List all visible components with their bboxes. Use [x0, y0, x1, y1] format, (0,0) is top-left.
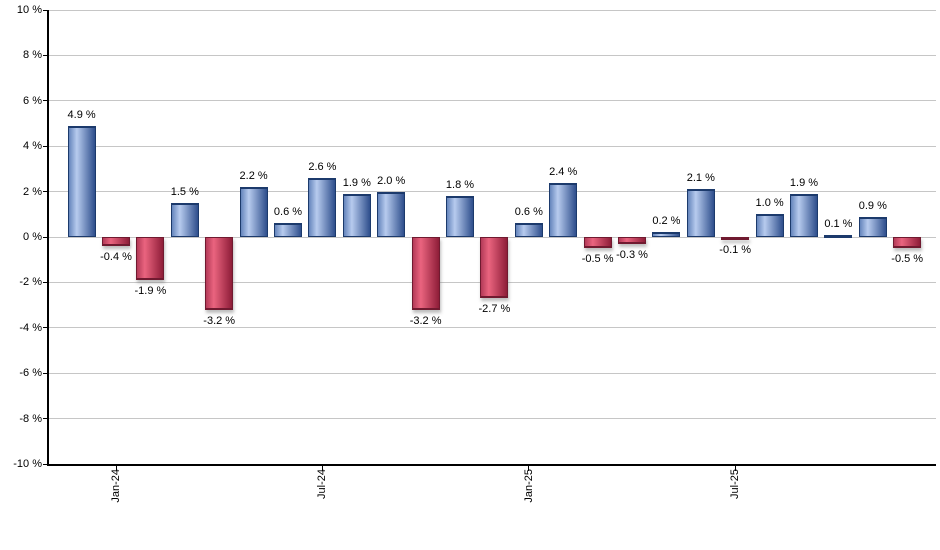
- bar-value-label: -0.4 %: [100, 251, 132, 264]
- bar: [721, 237, 750, 240]
- y-axis-tick-label: 6 %: [23, 94, 42, 107]
- gridline: [48, 100, 936, 102]
- y-axis-tick: [43, 54, 48, 56]
- bar-value-label: 2.1 %: [686, 172, 715, 185]
- bar-value-label: -0.5 %: [581, 253, 614, 266]
- y-axis-tick-label: 0 %: [23, 231, 42, 243]
- bar-value-label: -0.3 %: [616, 248, 648, 261]
- y-axis-tick: [43, 372, 48, 374]
- bar-value-label: 1.9 %: [342, 176, 371, 189]
- y-axis-tick-label: -8 %: [19, 412, 42, 425]
- bar: [274, 223, 302, 237]
- bar-value-label: -3.2 %: [203, 314, 236, 327]
- bar: [67, 125, 96, 237]
- gridline: [48, 9, 936, 11]
- bar-value-label: 1.5 %: [170, 185, 199, 198]
- y-axis-tick-label: 2 %: [23, 185, 42, 198]
- bar-value-label: 2.6 %: [308, 160, 337, 173]
- bar: [446, 196, 474, 237]
- gridline: [48, 372, 936, 374]
- y-axis-tick-label: 10 %: [16, 4, 42, 16]
- bar-value-label: 2.2 %: [239, 170, 268, 183]
- bar: [514, 223, 543, 237]
- gridline: [48, 191, 936, 193]
- bar: [170, 202, 199, 237]
- y-axis-tick: [43, 9, 48, 11]
- bar-value-label: 0.6 %: [273, 206, 303, 219]
- bar-value-label: 0.1 %: [824, 217, 853, 230]
- bar: [205, 237, 234, 310]
- bar-value-label: -2.7 %: [478, 303, 511, 316]
- bar-value-label: 2.4 %: [549, 165, 578, 178]
- bar: [549, 182, 578, 237]
- bar: [686, 189, 715, 237]
- y-axis-tick-label: -6 %: [19, 367, 42, 380]
- bar: [618, 237, 646, 244]
- bar: [411, 237, 440, 310]
- bar-value-label: 2.0 %: [377, 174, 406, 187]
- y-axis-tick-label: -2 %: [19, 276, 42, 289]
- bar-value-label: 4.9 %: [67, 108, 96, 121]
- bar: [858, 216, 887, 237]
- bar-value-label: 0.6 %: [514, 206, 543, 219]
- bar: [102, 237, 130, 247]
- x-axis-tick: [321, 466, 323, 471]
- bar: [136, 237, 165, 281]
- bar: [480, 237, 509, 299]
- y-axis-tick-label: -10 %: [13, 458, 42, 470]
- y-axis-tick-label: 4 %: [23, 140, 42, 153]
- bar: [239, 187, 268, 237]
- y-axis-tick: [43, 100, 48, 102]
- y-axis-tick: [43, 281, 48, 283]
- y-axis-tick: [43, 463, 48, 465]
- gridline: [48, 145, 936, 147]
- y-axis-tick-label: -4 %: [19, 321, 42, 334]
- x-axis-tick-label: Jan-25: [522, 469, 535, 503]
- x-axis-tick-label: Jan-24: [110, 469, 122, 503]
- x-axis-line: [47, 464, 936, 466]
- bar: [893, 237, 922, 249]
- x-axis-tick: [734, 466, 736, 471]
- bar-value-label: -0.5 %: [891, 253, 924, 266]
- x-axis-tick-label: Jul-24: [316, 469, 329, 499]
- bar: [790, 193, 818, 237]
- bar-value-label: -3.2 %: [409, 314, 442, 327]
- gridline: [48, 418, 936, 420]
- bar: [824, 234, 853, 238]
- x-axis-tick: [115, 466, 117, 471]
- bar-value-label: 1.9 %: [789, 176, 819, 189]
- y-axis-tick: [43, 191, 48, 193]
- bar: [308, 177, 337, 237]
- x-axis-tick: [528, 466, 530, 471]
- y-axis-tick: [43, 418, 48, 420]
- bar-value-label: 1.8 %: [445, 179, 475, 192]
- y-axis-line: [47, 10, 49, 466]
- x-axis-tick-label: Jul-25: [729, 469, 742, 499]
- bar-value-label: 1.0 %: [755, 197, 784, 210]
- gridline: [48, 54, 936, 56]
- bar: [583, 237, 612, 249]
- y-axis-tick: [43, 236, 48, 238]
- y-axis-tick-label: 8 %: [23, 49, 42, 62]
- bar: [342, 193, 371, 237]
- bar-value-label: -0.1 %: [719, 244, 752, 257]
- bar-value-label: 0.9 %: [858, 199, 887, 212]
- gridline: [48, 327, 936, 329]
- bar-value-label: -1.9 %: [134, 285, 167, 298]
- bar: [377, 191, 406, 237]
- bar-value-label: 0.2 %: [652, 215, 681, 228]
- y-axis-tick: [43, 327, 48, 329]
- bar: [755, 214, 784, 237]
- bar: [652, 232, 681, 237]
- y-axis-tick: [43, 145, 48, 147]
